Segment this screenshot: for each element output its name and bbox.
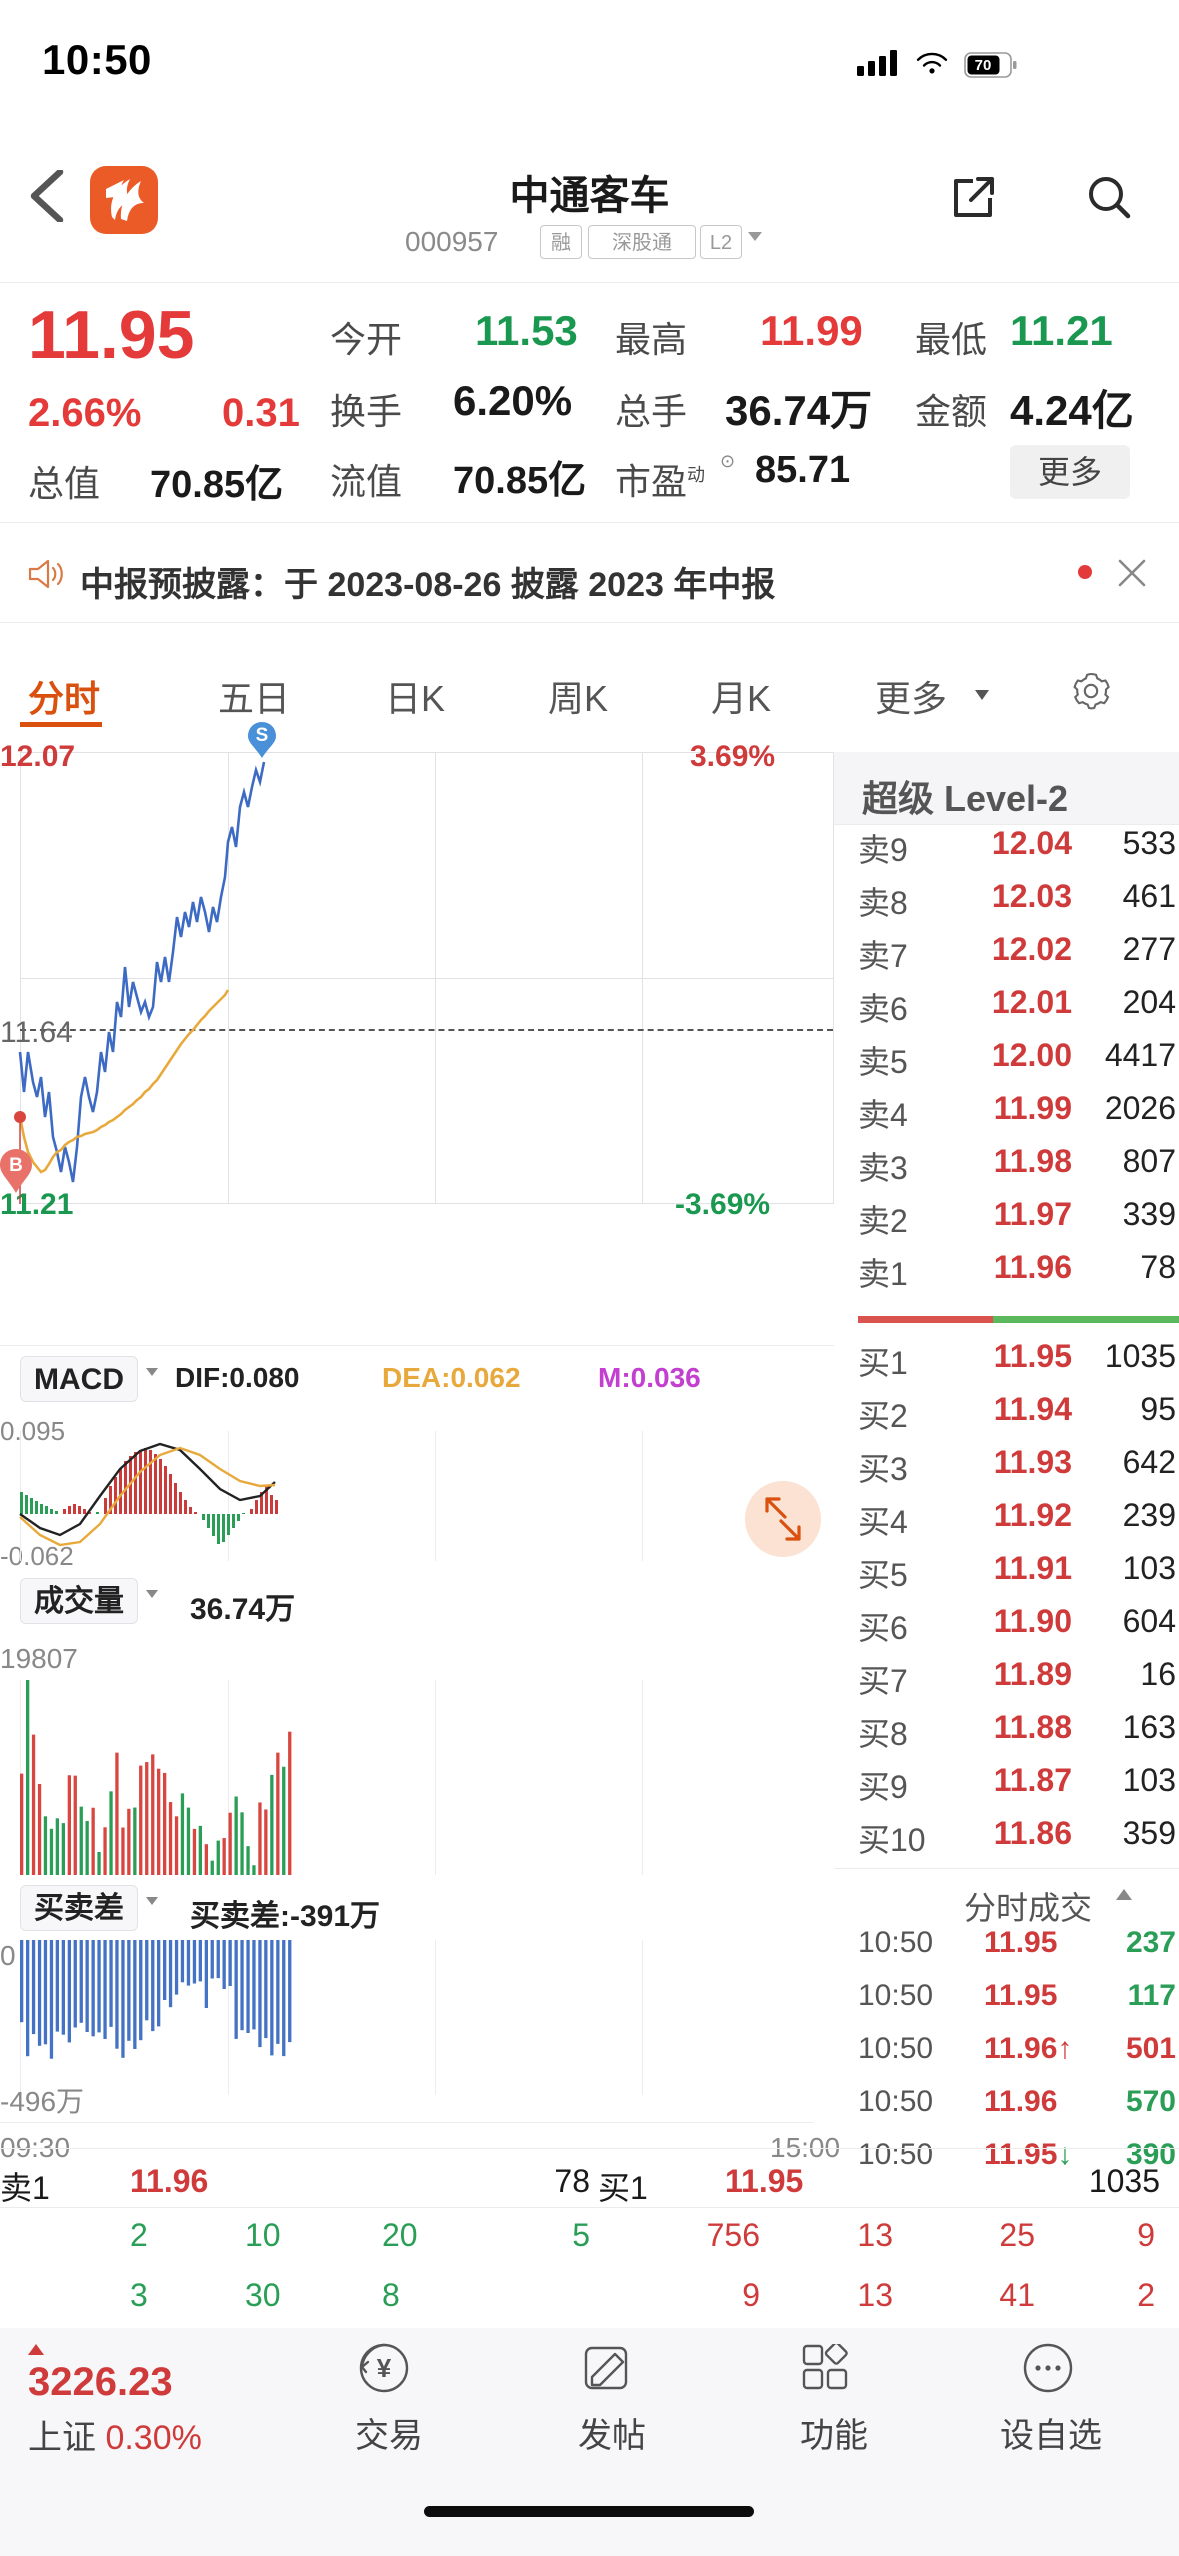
svg-text:70: 70 (975, 57, 992, 74)
svg-text:¥: ¥ (377, 2353, 392, 2383)
svg-text:S: S (256, 725, 269, 746)
svg-text:B: B (9, 1155, 23, 1176)
